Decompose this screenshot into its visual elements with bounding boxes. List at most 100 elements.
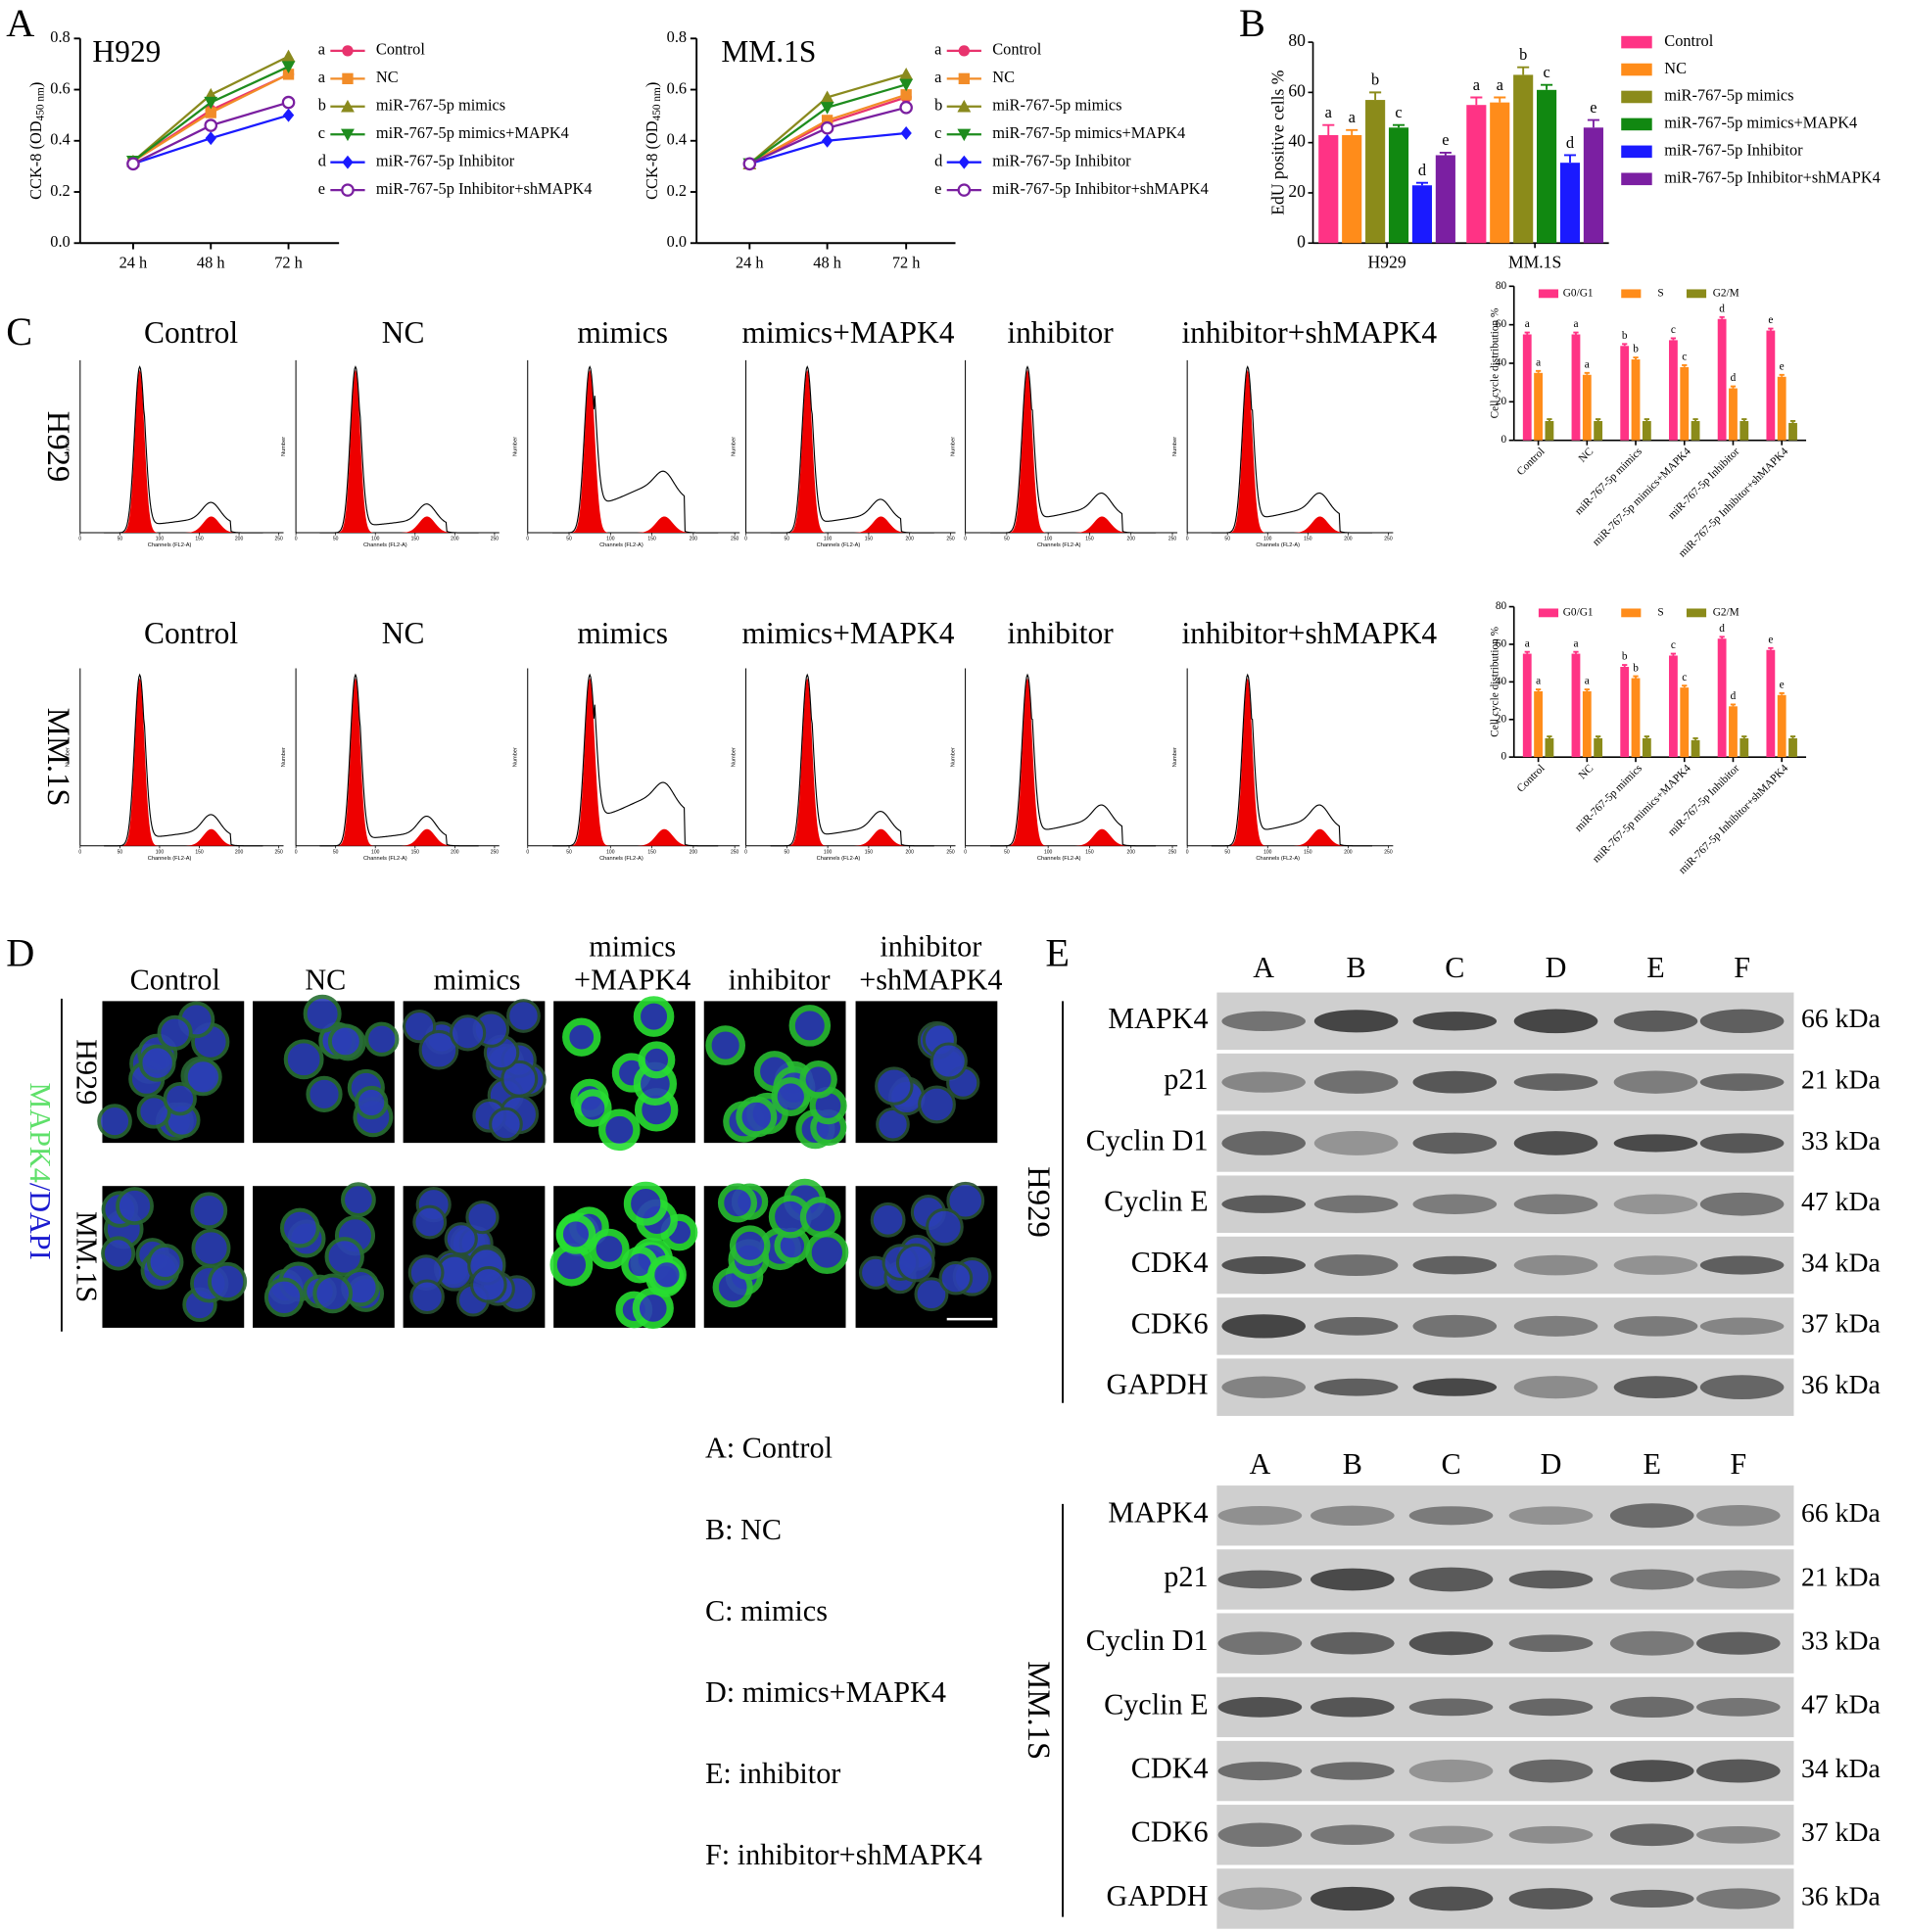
point — [900, 126, 912, 140]
size-label: 37 kDa — [1801, 1308, 1881, 1339]
legend-letter: a — [934, 68, 942, 86]
significance-letter: e — [1768, 634, 1773, 645]
protein-label: Cyclin D1 — [1086, 1624, 1209, 1657]
band — [1613, 1134, 1698, 1153]
column-title: Control — [144, 315, 238, 350]
lane-key: D: mimics+MAPK4 — [705, 1675, 946, 1709]
point — [205, 107, 216, 118]
band — [1508, 1825, 1594, 1844]
bar — [1537, 89, 1557, 244]
x-tick-label: Control — [1515, 763, 1548, 795]
band — [1613, 1010, 1698, 1032]
error-bar — [1584, 688, 1590, 691]
cell — [875, 1066, 914, 1106]
cell — [805, 1231, 849, 1275]
significance-letter: d — [1719, 303, 1725, 314]
stain-label: MAPK4/DAPI — [24, 1082, 57, 1259]
x-tick-label: 0 — [295, 537, 298, 542]
x-tick-label: 150 — [647, 537, 656, 542]
band — [1412, 1314, 1498, 1338]
bar — [1739, 420, 1749, 441]
point — [282, 108, 295, 122]
band — [1221, 1376, 1306, 1398]
band — [1408, 1567, 1494, 1592]
y-tick-label: 0.4 — [667, 130, 687, 149]
bar — [1582, 690, 1592, 758]
g2-peak — [1065, 516, 1140, 534]
cell — [183, 1058, 222, 1097]
band — [1609, 1569, 1694, 1590]
error-bar — [1670, 652, 1677, 656]
point — [820, 120, 834, 135]
band — [1609, 1760, 1694, 1782]
significance-letter: a — [1525, 318, 1530, 330]
column-title: +MAPK4 — [574, 963, 691, 996]
error-bar — [1563, 154, 1577, 164]
x-tick-label: 200 — [235, 537, 244, 542]
legend-marker — [958, 72, 970, 85]
y-tick-label: 80 — [1496, 280, 1507, 292]
bar — [1729, 388, 1738, 441]
point — [281, 61, 296, 73]
lane-key: A: Control — [705, 1432, 833, 1465]
band — [1696, 1888, 1781, 1909]
cell — [306, 1075, 343, 1112]
x-tick-label: 150 — [411, 537, 420, 542]
legend-marker — [957, 183, 972, 197]
blot-strip — [1216, 1485, 1794, 1546]
cell — [555, 1214, 596, 1254]
significance-letter: b — [1633, 344, 1639, 355]
legend-swatch — [1621, 35, 1652, 49]
g1-peak — [112, 369, 172, 534]
error-bar — [1587, 118, 1599, 128]
column-title: NC — [305, 963, 346, 996]
size-label: 37 kDa — [1801, 1816, 1881, 1847]
error-bar — [1633, 675, 1639, 679]
protein-label: CDK6 — [1131, 1815, 1209, 1849]
point — [899, 78, 914, 92]
band — [1313, 1070, 1399, 1094]
y-tick-label: 0.0 — [667, 232, 687, 251]
x-tick-label: 150 — [1085, 849, 1094, 855]
error-bar — [1541, 83, 1553, 90]
g1-peak — [560, 369, 623, 534]
band — [1221, 1131, 1306, 1155]
x-tick-label: 250 — [946, 849, 955, 855]
cell — [717, 1183, 758, 1223]
legend-letter: a — [318, 40, 326, 59]
g2-peak — [627, 516, 702, 534]
significance-letter: d — [1418, 161, 1426, 179]
error-bar — [1322, 123, 1335, 135]
x-tick-label: 150 — [195, 849, 204, 855]
cell — [263, 1277, 305, 1318]
significance-letter: e — [1780, 360, 1785, 372]
cell — [799, 1060, 837, 1099]
error-bar — [1346, 128, 1358, 135]
x-axis-label: Channels (FL2-A) — [1037, 542, 1081, 548]
legend-label: Control — [1664, 31, 1713, 50]
x-axis-label: Channels (FL2-A) — [817, 542, 861, 548]
band — [1310, 1824, 1395, 1846]
bar — [1522, 653, 1532, 758]
significance-letter: c — [1671, 639, 1676, 651]
band — [1699, 1192, 1785, 1216]
legend-label: miR-767-5p mimics+MAPK4 — [376, 123, 569, 142]
g2-peak — [843, 828, 919, 846]
significance-letter: b — [1633, 662, 1639, 674]
significance-letter: d — [1719, 623, 1725, 635]
y-axis-label: Number — [281, 437, 287, 456]
x-tick-label: 100 — [824, 537, 833, 542]
x-tick-label: 0 — [295, 849, 298, 855]
x-tick-label: 150 — [865, 849, 874, 855]
significance-letter: a — [1325, 103, 1333, 121]
cell — [409, 1279, 445, 1315]
x-tick-label: 0 — [744, 537, 747, 542]
x-tick-label: 250 — [1384, 849, 1393, 855]
x-tick-label: 0 — [78, 849, 81, 855]
band — [1221, 1195, 1306, 1213]
bar — [1777, 376, 1787, 441]
x-tick-label: miR-767-5p mimics+MAPK4 — [1591, 446, 1693, 548]
band — [1221, 1011, 1306, 1031]
x-axis-label: Channels (FL2-A) — [817, 856, 861, 862]
x-tick-label: 200 — [1344, 537, 1353, 542]
